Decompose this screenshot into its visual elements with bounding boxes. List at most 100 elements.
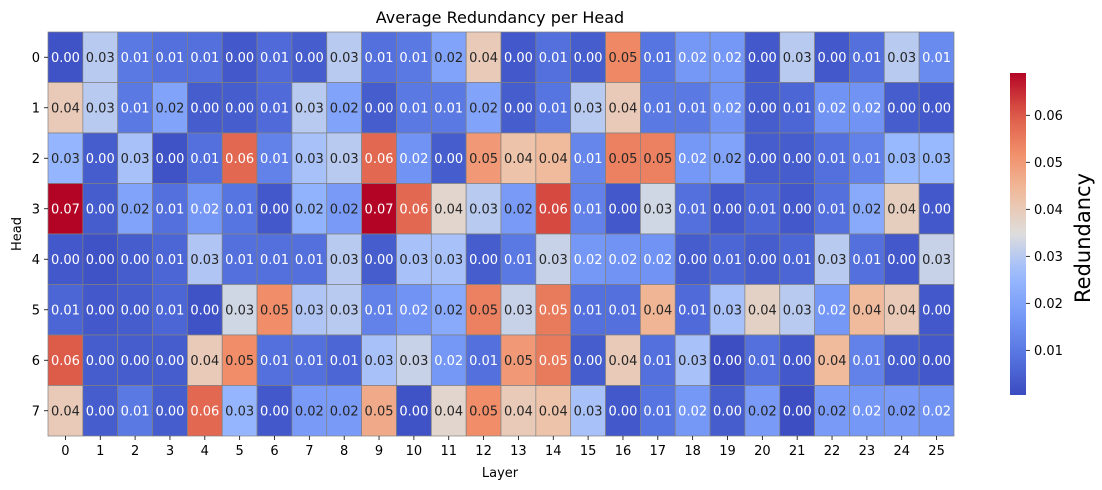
cell-value-label: 0.01 <box>574 303 603 318</box>
heatmap-cell <box>221 31 258 83</box>
heatmap-cell <box>465 183 502 235</box>
cell-value-label: 0.01 <box>365 303 394 318</box>
heatmap-cell <box>396 385 432 437</box>
heatmap-cell <box>918 132 955 184</box>
heatmap-cell <box>465 82 502 134</box>
heatmap-cell <box>674 31 711 83</box>
cell-value-label: 0.00 <box>922 202 951 217</box>
cell-value-label: 0.03 <box>574 101 603 116</box>
heatmap-cell <box>535 385 572 437</box>
cell-value-label: 0.00 <box>190 303 219 318</box>
heatmap-cell <box>779 82 815 134</box>
cell-value-label: 0.01 <box>260 101 289 116</box>
cell-value-label: 0.00 <box>748 51 777 66</box>
cell-value-label: 0.04 <box>434 404 463 419</box>
heatmap-cell <box>779 334 815 386</box>
heatmap-cell <box>117 132 153 184</box>
heatmap-cell <box>640 183 676 235</box>
cell-value-label: 0.02 <box>190 202 219 217</box>
heatmap-cell <box>709 31 746 83</box>
cell-value-label: 0.06 <box>365 152 394 167</box>
heatmap-cell <box>291 233 328 285</box>
cell-value-label: 0.00 <box>86 354 115 369</box>
colorbar-tick-label: 0.06 <box>1034 109 1063 124</box>
heatmap-cell <box>430 334 467 386</box>
heatmap-cell <box>883 183 920 235</box>
cell-value-label: 0.01 <box>608 303 637 318</box>
cell-value-label: 0.03 <box>365 354 394 369</box>
x-tick-label: 11 <box>440 444 457 459</box>
cell-value-label: 0.04 <box>504 404 533 419</box>
cell-value-label: 0.04 <box>51 404 80 419</box>
heatmap-cell <box>640 233 676 285</box>
cell-value-label: 0.01 <box>225 253 254 268</box>
cell-value-label: 0.00 <box>922 303 951 318</box>
x-tick-label: 2 <box>131 444 139 459</box>
heatmap-cell <box>849 132 885 184</box>
x-tick-label: 1 <box>96 444 104 459</box>
cell-value-label: 0.01 <box>922 51 951 66</box>
cell-value-label: 0.00 <box>190 101 219 116</box>
heatmap-cell <box>779 284 815 336</box>
heatmap-cell <box>814 132 850 184</box>
heatmap-cell <box>744 334 781 386</box>
heatmap-cell <box>674 284 711 336</box>
cell-value-label: 0.03 <box>887 152 916 167</box>
heatmap-cell <box>500 385 537 437</box>
heatmap-cell <box>47 385 84 437</box>
heatmap-cell <box>709 284 746 336</box>
cell-value-label: 0.03 <box>295 152 324 167</box>
cell-value-label: 0.01 <box>365 51 394 66</box>
x-tick-label: 8 <box>340 444 348 459</box>
heatmap-cell <box>570 233 606 285</box>
cell-value-label: 0.02 <box>330 202 359 217</box>
cell-value-label: 0.00 <box>121 253 150 268</box>
cell-value-label: 0.00 <box>574 354 603 369</box>
x-tick-label: 23 <box>859 444 876 459</box>
cell-value-label: 0.03 <box>678 354 707 369</box>
cell-value-label: 0.02 <box>713 101 742 116</box>
cell-value-label: 0.01 <box>539 51 568 66</box>
cell-value-label: 0.00 <box>399 404 428 419</box>
heatmap-cell <box>326 385 362 437</box>
cell-value-label: 0.01 <box>574 152 603 167</box>
cell-value-label: 0.01 <box>539 101 568 116</box>
cell-value-label: 0.01 <box>852 253 881 268</box>
cell-value-label: 0.03 <box>783 303 812 318</box>
y-tick-label: 1 <box>32 101 40 116</box>
heatmap-cell <box>500 82 537 134</box>
heatmap-cell <box>430 233 467 285</box>
cell-value-label: 0.00 <box>504 101 533 116</box>
heatmap-cell <box>221 334 258 386</box>
cell-value-label: 0.02 <box>399 152 428 167</box>
cell-value-label: 0.07 <box>51 202 80 217</box>
cell-value-label: 0.02 <box>330 101 359 116</box>
heatmap-cell <box>709 132 746 184</box>
cell-value-label: 0.01 <box>434 101 463 116</box>
x-tick-label: 20 <box>754 444 771 459</box>
cell-value-label: 0.04 <box>469 51 498 66</box>
colorbar-tick-label: 0.05 <box>1034 156 1063 171</box>
heatmap-cell <box>570 183 606 235</box>
cell-value-label: 0.00 <box>86 202 115 217</box>
heatmap-cell <box>674 334 711 386</box>
cell-value-label: 0.03 <box>86 51 115 66</box>
cell-value-label: 0.03 <box>121 152 150 167</box>
cell-value-label: 0.04 <box>748 303 777 318</box>
heatmap-cell <box>152 334 188 386</box>
heatmap-cell <box>605 334 641 386</box>
heatmap-cell <box>535 132 572 184</box>
heatmap-cell <box>640 132 676 184</box>
cell-value-label: 0.05 <box>469 404 498 419</box>
heatmap-cell <box>82 82 119 134</box>
cell-value-label: 0.05 <box>539 354 568 369</box>
heatmap-cell <box>117 82 153 134</box>
heatmap-cell <box>187 284 223 336</box>
heatmap-cell <box>605 385 641 437</box>
heatmap-cell <box>256 334 293 386</box>
colorbar-tick-label: 0.04 <box>1034 203 1063 218</box>
heatmap-cells <box>47 31 955 437</box>
heatmap-cell <box>709 183 746 235</box>
cell-value-label: 0.03 <box>330 152 359 167</box>
chart-title: Average Redundancy per Head <box>376 8 624 27</box>
